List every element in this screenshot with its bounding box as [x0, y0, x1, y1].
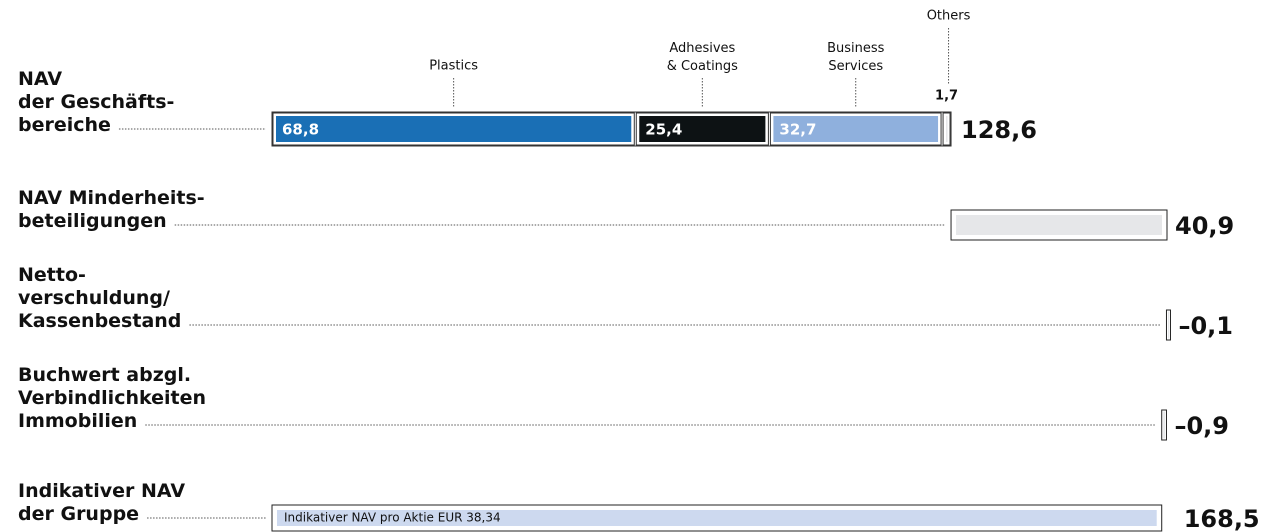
category-label: Buchwert abzgl. Verbindlichkeiten Immobili…: [18, 364, 206, 432]
segment-value-label: 25,4: [645, 121, 682, 139]
segment-name: Adhesives & Coatings: [667, 41, 738, 74]
value-label: –0,1: [1178, 312, 1233, 340]
category-label: NAV der Geschäfts-bereiche: [18, 68, 174, 136]
segment: [946, 116, 948, 142]
segment-value-label: 32,7: [779, 121, 816, 139]
value-label: –0,9: [1174, 412, 1229, 440]
value-label: 40,9: [1175, 212, 1234, 240]
bar: [956, 215, 1162, 235]
bar: [277, 510, 1157, 526]
bar: [1167, 311, 1169, 339]
bar: [1163, 411, 1165, 439]
segment-value-label: 1,7: [935, 89, 958, 104]
segment-name: Plastics: [429, 59, 478, 74]
segment: [276, 116, 632, 142]
value-label: 168,5: [1184, 505, 1260, 532]
total-label: 128,6: [961, 116, 1037, 144]
category-label: Netto-verschuldung/Kassenbestand: [18, 264, 181, 332]
segment-name: Others: [927, 9, 971, 24]
segment-name: Business Services: [827, 41, 885, 74]
segment: [773, 116, 939, 142]
note: Indikativer NAV pro Aktie EUR 38,34: [284, 511, 501, 525]
segment: [639, 116, 766, 142]
category-label: Indikativer NAV der Gruppe: [18, 480, 185, 525]
category-label: NAV Minderheits-beteiligungen: [18, 187, 205, 232]
segment-value-label: 68,8: [282, 121, 319, 139]
